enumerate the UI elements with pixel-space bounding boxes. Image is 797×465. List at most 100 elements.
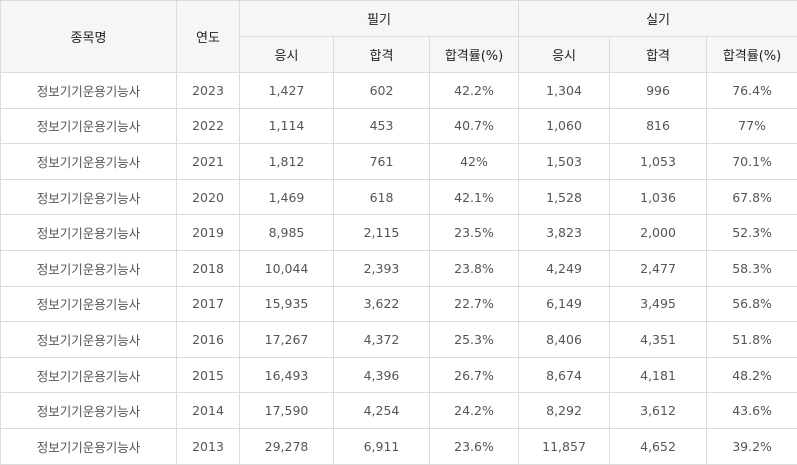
cell-item-name: 정보기기운용기능사	[1, 179, 177, 215]
table-row: 정보기기운용기능사 2021 1,812 761 42% 1,503 1,053…	[1, 144, 797, 180]
cell-practical-applicants: 1,528	[519, 179, 610, 215]
cell-written-pass-rate: 23.8%	[430, 250, 519, 286]
cell-item-name: 정보기기운용기능사	[1, 108, 177, 144]
table-row: 정보기기운용기능사 2023 1,427 602 42.2% 1,304 996…	[1, 73, 797, 109]
cell-practical-passed: 4,351	[610, 322, 707, 358]
cell-practical-pass-rate: 52.3%	[707, 215, 797, 251]
cell-practical-pass-rate: 58.3%	[707, 250, 797, 286]
cell-practical-applicants: 1,060	[519, 108, 610, 144]
table-row: 정보기기운용기능사 2017 15,935 3,622 22.7% 6,149 …	[1, 286, 797, 322]
cell-practical-applicants: 11,857	[519, 428, 610, 464]
cell-year: 2023	[177, 73, 240, 109]
table-row: 정보기기운용기능사 2013 29,278 6,911 23.6% 11,857…	[1, 428, 797, 464]
cell-item-name: 정보기기운용기능사	[1, 250, 177, 286]
cell-item-name: 정보기기운용기능사	[1, 357, 177, 393]
table-row: 정보기기운용기능사 2018 10,044 2,393 23.8% 4,249 …	[1, 250, 797, 286]
cell-practical-pass-rate: 39.2%	[707, 428, 797, 464]
cell-written-applicants: 17,590	[240, 393, 334, 429]
cell-year: 2014	[177, 393, 240, 429]
cell-written-passed: 2,115	[334, 215, 430, 251]
cell-written-passed: 4,254	[334, 393, 430, 429]
cell-year: 2018	[177, 250, 240, 286]
table-row: 정보기기운용기능사 2022 1,114 453 40.7% 1,060 816…	[1, 108, 797, 144]
cell-written-pass-rate: 40.7%	[430, 108, 519, 144]
header-written-passed: 합격	[334, 37, 430, 73]
cell-written-pass-rate: 24.2%	[430, 393, 519, 429]
cell-practical-passed: 3,495	[610, 286, 707, 322]
table-row: 정보기기운용기능사 2016 17,267 4,372 25.3% 8,406 …	[1, 322, 797, 358]
cell-written-passed: 3,622	[334, 286, 430, 322]
table-row: 정보기기운용기능사 2015 16,493 4,396 26.7% 8,674 …	[1, 357, 797, 393]
cell-written-pass-rate: 23.6%	[430, 428, 519, 464]
cell-practical-passed: 2,000	[610, 215, 707, 251]
cell-practical-pass-rate: 70.1%	[707, 144, 797, 180]
cell-item-name: 정보기기운용기능사	[1, 393, 177, 429]
cell-written-applicants: 17,267	[240, 322, 334, 358]
cell-practical-passed: 1,053	[610, 144, 707, 180]
cell-practical-passed: 996	[610, 73, 707, 109]
cell-written-pass-rate: 23.5%	[430, 215, 519, 251]
cell-year: 2013	[177, 428, 240, 464]
cell-item-name: 정보기기운용기능사	[1, 144, 177, 180]
table-row: 정보기기운용기능사 2019 8,985 2,115 23.5% 3,823 2…	[1, 215, 797, 251]
header-practical-passed: 합격	[610, 37, 707, 73]
header-item-name: 종목명	[1, 1, 177, 73]
cell-year: 2022	[177, 108, 240, 144]
cell-practical-passed: 2,477	[610, 250, 707, 286]
cell-written-passed: 453	[334, 108, 430, 144]
cell-practical-pass-rate: 43.6%	[707, 393, 797, 429]
cell-year: 2015	[177, 357, 240, 393]
cell-year: 2019	[177, 215, 240, 251]
cell-practical-pass-rate: 77%	[707, 108, 797, 144]
cell-practical-pass-rate: 67.8%	[707, 179, 797, 215]
header-written-pass-rate: 합격률(%)	[430, 37, 519, 73]
cell-practical-passed: 4,181	[610, 357, 707, 393]
cell-written-applicants: 1,469	[240, 179, 334, 215]
cell-practical-applicants: 4,249	[519, 250, 610, 286]
header-practical-applicants: 응시	[519, 37, 610, 73]
cell-year: 2017	[177, 286, 240, 322]
header-year: 연도	[177, 1, 240, 73]
cell-written-applicants: 16,493	[240, 357, 334, 393]
table-row: 정보기기운용기능사 2020 1,469 618 42.1% 1,528 1,0…	[1, 179, 797, 215]
cell-item-name: 정보기기운용기능사	[1, 428, 177, 464]
cell-practical-passed: 3,612	[610, 393, 707, 429]
cell-item-name: 정보기기운용기능사	[1, 73, 177, 109]
cell-written-applicants: 1,114	[240, 108, 334, 144]
header-written: 필기	[240, 1, 519, 37]
cell-written-applicants: 10,044	[240, 250, 334, 286]
cell-practical-pass-rate: 51.8%	[707, 322, 797, 358]
cell-item-name: 정보기기운용기능사	[1, 286, 177, 322]
cell-written-applicants: 1,812	[240, 144, 334, 180]
header-practical-pass-rate: 합격률(%)	[707, 37, 797, 73]
cell-practical-pass-rate: 56.8%	[707, 286, 797, 322]
cell-written-passed: 4,396	[334, 357, 430, 393]
cell-written-applicants: 15,935	[240, 286, 334, 322]
cell-written-pass-rate: 42.2%	[430, 73, 519, 109]
cell-written-passed: 6,911	[334, 428, 430, 464]
cell-practical-applicants: 1,304	[519, 73, 610, 109]
cell-written-pass-rate: 26.7%	[430, 357, 519, 393]
cell-year: 2021	[177, 144, 240, 180]
cell-written-applicants: 8,985	[240, 215, 334, 251]
cell-written-pass-rate: 42.1%	[430, 179, 519, 215]
cell-year: 2020	[177, 179, 240, 215]
cell-written-passed: 4,372	[334, 322, 430, 358]
table-row: 정보기기운용기능사 2014 17,590 4,254 24.2% 8,292 …	[1, 393, 797, 429]
header-written-applicants: 응시	[240, 37, 334, 73]
table-body: 정보기기운용기능사 2023 1,427 602 42.2% 1,304 996…	[1, 73, 797, 465]
cell-practical-pass-rate: 48.2%	[707, 357, 797, 393]
cell-practical-pass-rate: 76.4%	[707, 73, 797, 109]
cell-item-name: 정보기기운용기능사	[1, 215, 177, 251]
cell-practical-passed: 816	[610, 108, 707, 144]
cell-practical-applicants: 6,149	[519, 286, 610, 322]
cell-written-passed: 618	[334, 179, 430, 215]
cell-written-passed: 761	[334, 144, 430, 180]
header-practical: 실기	[519, 1, 797, 37]
cell-written-pass-rate: 25.3%	[430, 322, 519, 358]
cell-year: 2016	[177, 322, 240, 358]
cell-practical-applicants: 8,292	[519, 393, 610, 429]
cell-practical-passed: 4,652	[610, 428, 707, 464]
cell-practical-applicants: 8,674	[519, 357, 610, 393]
